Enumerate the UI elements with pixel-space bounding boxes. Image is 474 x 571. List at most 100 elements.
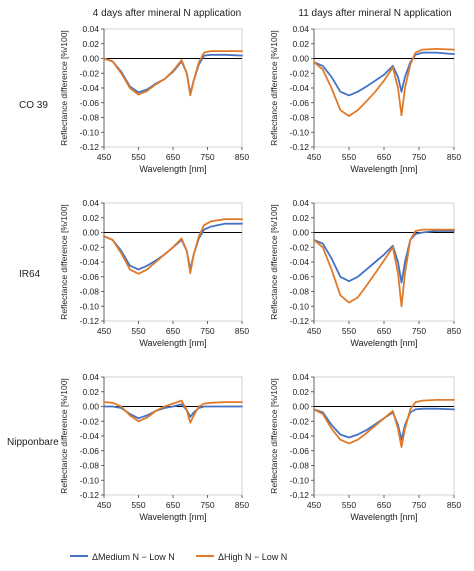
- series-line-high: [313, 228, 455, 308]
- series-line-high: [103, 218, 243, 275]
- y-tick-label: 0.02: [292, 387, 309, 397]
- x-axis-label: Wavelength [nm]: [350, 512, 417, 522]
- x-tick-label: 750: [200, 152, 214, 162]
- x-axis-label: Wavelength [nm]: [350, 338, 417, 348]
- y-axis-label: Reflectance difference [%/100]: [59, 204, 69, 320]
- legend-label-medium: ΔMedium N − Low N: [92, 552, 175, 562]
- x-tick-label: 650: [377, 152, 391, 162]
- plot-area: [103, 376, 243, 496]
- y-tick-label: -0.04: [290, 431, 310, 441]
- y-tick-label: 0.04: [82, 198, 99, 208]
- y-tick-label: -0.08: [290, 287, 310, 297]
- y-tick-label: -0.04: [290, 257, 310, 267]
- legend-label-high: ΔHigh N − Low N: [218, 552, 287, 562]
- plot-area: [313, 28, 455, 148]
- y-tick-label: -0.08: [290, 461, 310, 471]
- x-tick-label: 450: [97, 326, 111, 336]
- y-tick-label: 0.02: [82, 39, 99, 49]
- x-tick-label: 750: [412, 500, 426, 510]
- y-tick-label: 0.04: [292, 198, 309, 208]
- y-tick-label: -0.06: [290, 272, 310, 282]
- legend: ΔMedium N − Low N ΔHigh N − Low N: [70, 552, 287, 562]
- y-tick-label: -0.10: [80, 301, 100, 311]
- series-line-medium: [313, 230, 455, 284]
- series-line-high: [313, 48, 455, 117]
- chart-panels: 0.04 0.02 0.00 -0.02 -0.04 -0.06 -0.08 -0.10 -0.…: [59, 24, 461, 522]
- y-tick-label: -0.12: [80, 490, 100, 500]
- x-axis-label: Wavelength [nm]: [350, 164, 417, 174]
- y-tick-label: 0.04: [82, 24, 99, 34]
- plot-area: [103, 28, 243, 148]
- y-tick-label: -0.04: [290, 83, 310, 93]
- y-tick-label: -0.04: [80, 83, 100, 93]
- y-tick-label: 0.02: [82, 213, 99, 223]
- y-tick-label: 0.00: [292, 228, 309, 238]
- y-tick-label: 0.00: [292, 54, 309, 64]
- x-axis-label: Wavelength [nm]: [139, 164, 206, 174]
- y-tick-label: -0.12: [290, 490, 310, 500]
- x-tick-label: 450: [307, 152, 321, 162]
- y-tick-label: -0.10: [290, 301, 310, 311]
- series-line-high: [103, 399, 243, 424]
- chart-panel-1: 0.04 0.02 0.00 -0.02 -0.04 -0.06 -0.08 -0.10 -0.…: [59, 24, 249, 174]
- x-tick-label: 650: [166, 500, 180, 510]
- y-tick-label: -0.06: [290, 446, 310, 456]
- x-tick-label: 850: [235, 326, 249, 336]
- x-tick-label: 550: [131, 152, 145, 162]
- y-tick-label: -0.02: [290, 242, 310, 252]
- x-tick-label: 650: [377, 500, 391, 510]
- y-tick-label: 0.00: [82, 228, 99, 238]
- y-tick-label: -0.08: [80, 287, 100, 297]
- y-tick-label: 0.02: [292, 213, 309, 223]
- chart-panel-3: 0.04 0.02 0.00 -0.02 -0.04 -0.06 -0.08 -0.10 -0.…: [59, 198, 249, 348]
- y-tick-label: -0.02: [80, 68, 100, 78]
- y-tick-label: -0.08: [290, 113, 310, 123]
- x-tick-label: 850: [235, 152, 249, 162]
- y-tick-label: -0.10: [290, 127, 310, 137]
- y-tick-label: -0.08: [80, 461, 100, 471]
- y-tick-label: -0.02: [80, 416, 100, 426]
- y-tick-label: -0.12: [290, 316, 310, 326]
- chart-panel-4: 0.04 0.02 0.00 -0.02 -0.04 -0.06 -0.08 -0.10 -0.…: [269, 198, 461, 348]
- y-tick-label: -0.12: [80, 142, 100, 152]
- y-tick-label: 0.02: [82, 387, 99, 397]
- plot-area: [313, 376, 455, 496]
- series-line-medium: [313, 407, 455, 441]
- y-axis-label: Reflectance difference [%/100]: [59, 30, 69, 146]
- series-line-medium: [313, 51, 455, 97]
- x-tick-label: 850: [235, 500, 249, 510]
- y-tick-label: -0.06: [80, 446, 100, 456]
- x-tick-label: 550: [342, 326, 356, 336]
- y-tick-label: -0.04: [80, 431, 100, 441]
- x-tick-label: 650: [166, 326, 180, 336]
- y-tick-label: 0.04: [292, 372, 309, 382]
- x-tick-label: 450: [97, 152, 111, 162]
- x-tick-label: 650: [166, 152, 180, 162]
- y-tick-label: -0.10: [290, 475, 310, 485]
- y-axis-label: Reflectance difference [%/100]: [269, 378, 279, 494]
- y-tick-label: -0.06: [290, 98, 310, 108]
- y-tick-label: 0.04: [292, 24, 309, 34]
- y-tick-label: -0.12: [290, 142, 310, 152]
- chart-panel-5: 0.04 0.02 0.00 -0.02 -0.04 -0.06 -0.08 -0.10 -0.…: [59, 372, 249, 522]
- x-tick-label: 750: [412, 326, 426, 336]
- y-axis-label: Reflectance difference [%/100]: [269, 204, 279, 320]
- y-tick-label: -0.10: [80, 475, 100, 485]
- row-label-nipponbare: Nipponbare: [7, 437, 59, 448]
- y-tick-label: -0.04: [80, 257, 100, 267]
- y-tick-label: 0.04: [82, 372, 99, 382]
- y-tick-label: -0.12: [80, 316, 100, 326]
- x-axis-label: Wavelength [nm]: [139, 338, 206, 348]
- x-tick-label: 450: [97, 500, 111, 510]
- x-tick-label: 550: [342, 152, 356, 162]
- x-tick-label: 550: [342, 500, 356, 510]
- chart-panel-6: 0.04 0.02 0.00 -0.02 -0.04 -0.06 -0.08 -0.10 -0.…: [269, 372, 461, 522]
- row-label-ir64: IR64: [19, 269, 41, 280]
- series-line-high: [313, 398, 455, 449]
- x-tick-label: 750: [412, 152, 426, 162]
- x-tick-label: 550: [131, 326, 145, 336]
- y-tick-label: 0.02: [292, 39, 309, 49]
- chart-panel-2: 0.04 0.02 0.00 -0.02 -0.04 -0.06 -0.08 -0.10 -0.…: [269, 24, 461, 174]
- y-tick-label: -0.08: [80, 113, 100, 123]
